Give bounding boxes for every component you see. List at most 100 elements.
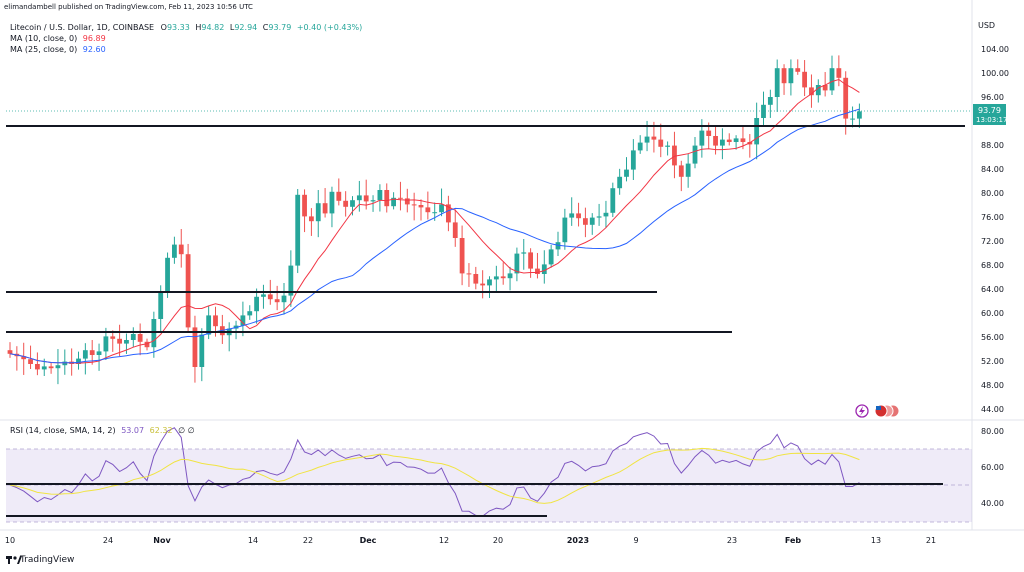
candle xyxy=(726,133,732,146)
candle xyxy=(96,343,102,371)
candle xyxy=(672,131,677,179)
rsi-ma-line xyxy=(9,447,860,504)
candle xyxy=(350,196,355,216)
candle xyxy=(843,71,849,135)
candle xyxy=(35,352,40,376)
candle xyxy=(247,305,253,320)
candle xyxy=(521,238,527,270)
price-tick-label: 88.00 xyxy=(981,141,1004,150)
legend-ma10-value: 96.89 xyxy=(83,34,106,43)
time-tick-label: Nov xyxy=(153,536,171,545)
candle xyxy=(487,276,492,298)
price-tick-label: 44.00 xyxy=(981,405,1004,414)
candle xyxy=(178,229,184,268)
candle xyxy=(219,314,225,344)
candle xyxy=(418,199,424,221)
rsi-line xyxy=(9,427,860,517)
candle xyxy=(130,327,136,348)
price-tag: 93.79 13:03:17 xyxy=(973,104,1007,125)
rsi-axis[interactable]: 40.00 60.00 80.00 xyxy=(981,427,1004,508)
candle xyxy=(747,134,753,158)
publisher-header: elimandambell published on TradingView.c… xyxy=(4,3,253,11)
candle xyxy=(281,282,287,315)
candle xyxy=(685,153,691,188)
price-tick-label: 80.00 xyxy=(981,189,1004,198)
candle xyxy=(124,333,129,354)
candle xyxy=(21,342,27,375)
us-flag-events-icon[interactable] xyxy=(874,404,900,418)
candle xyxy=(548,244,554,268)
price-tag-countdown: 13:03:17 xyxy=(976,116,1007,124)
candle xyxy=(767,89,773,118)
time-tick-label: 14 xyxy=(248,536,258,545)
price-tick-label: 48.00 xyxy=(981,381,1004,390)
time-tick-label: 10 xyxy=(5,536,15,545)
candle xyxy=(781,64,787,95)
candle xyxy=(329,186,335,228)
svg-text:MA (25, close, 0) 92.60: MA (25, close, 0) 92.60 xyxy=(10,45,106,54)
candle xyxy=(658,123,664,158)
candle xyxy=(356,180,362,212)
candle xyxy=(857,103,862,128)
candle xyxy=(309,208,314,236)
time-tick-label: 2023 xyxy=(567,536,589,545)
candle xyxy=(199,328,205,382)
candle xyxy=(233,320,239,340)
price-tick-label: 68.00 xyxy=(981,261,1004,270)
price-tick-label: 60.00 xyxy=(981,309,1004,318)
price-tag-price: 93.79 xyxy=(978,106,1001,115)
candle xyxy=(14,346,20,371)
candle xyxy=(836,55,842,87)
candle xyxy=(850,106,855,128)
candle xyxy=(82,343,88,375)
candle xyxy=(192,315,198,383)
candle xyxy=(295,189,301,274)
price-tick-label: 64.00 xyxy=(981,285,1004,294)
candle xyxy=(7,342,13,358)
candle xyxy=(822,72,828,97)
candle xyxy=(569,197,575,226)
rsi-tick-label: 60.00 xyxy=(981,463,1004,472)
candle xyxy=(514,247,520,282)
legend-rsi-label: RSI (14, close, SMA, 14, 2) xyxy=(10,426,116,435)
time-tick-label: Feb xyxy=(785,536,802,545)
candle xyxy=(754,102,760,160)
candle xyxy=(452,209,458,247)
candle xyxy=(254,288,259,324)
svg-text:RSI (14, close, SMA, 14, 2): RSI (14, close, SMA, 14, 2) 53.07 62.32 … xyxy=(10,426,195,435)
price-axis[interactable]: 44.00 48.00 52.00 56.00 60.00 64.00 68.00 72.00… xyxy=(981,45,1009,414)
candle xyxy=(829,55,835,95)
candle xyxy=(788,59,794,96)
candle xyxy=(117,324,122,357)
price-tick-label: 84.00 xyxy=(981,165,1004,174)
candle xyxy=(713,125,718,155)
legend-symbol: Litecoin / U.S. Dollar, 1D, COINBASE xyxy=(10,23,154,32)
currency-label: USD xyxy=(978,21,995,30)
candle xyxy=(541,250,547,284)
candle xyxy=(610,182,616,218)
candle xyxy=(589,213,595,235)
price-tick-label: 72.00 xyxy=(981,237,1004,246)
candle xyxy=(172,236,177,264)
candles xyxy=(7,55,862,385)
candle xyxy=(158,285,164,334)
candle xyxy=(583,207,588,238)
candle xyxy=(761,91,766,127)
candle xyxy=(226,322,232,352)
lightning-icon[interactable] xyxy=(855,404,869,418)
time-tick-label: 23 xyxy=(727,536,737,545)
legend-ma25-value: 92.60 xyxy=(83,45,106,54)
candle xyxy=(411,192,417,221)
time-tick-label: 24 xyxy=(103,536,113,545)
time-tick-label: 22 xyxy=(303,536,313,545)
candle xyxy=(630,139,636,180)
time-axis[interactable]: 10 24 Nov 14 22 Dec 12 20 2023 9 23 Feb 13 21 xyxy=(5,536,936,545)
candle xyxy=(740,126,746,150)
candle xyxy=(720,128,725,160)
time-tick-label: Dec xyxy=(360,536,377,545)
candle xyxy=(446,195,451,232)
ma25-line xyxy=(9,108,860,364)
candle xyxy=(733,135,739,150)
svg-text:Litecoin / U.S. Dollar, 1D, CO: Litecoin / U.S. Dollar, 1D, COINBASE O93… xyxy=(10,23,362,32)
